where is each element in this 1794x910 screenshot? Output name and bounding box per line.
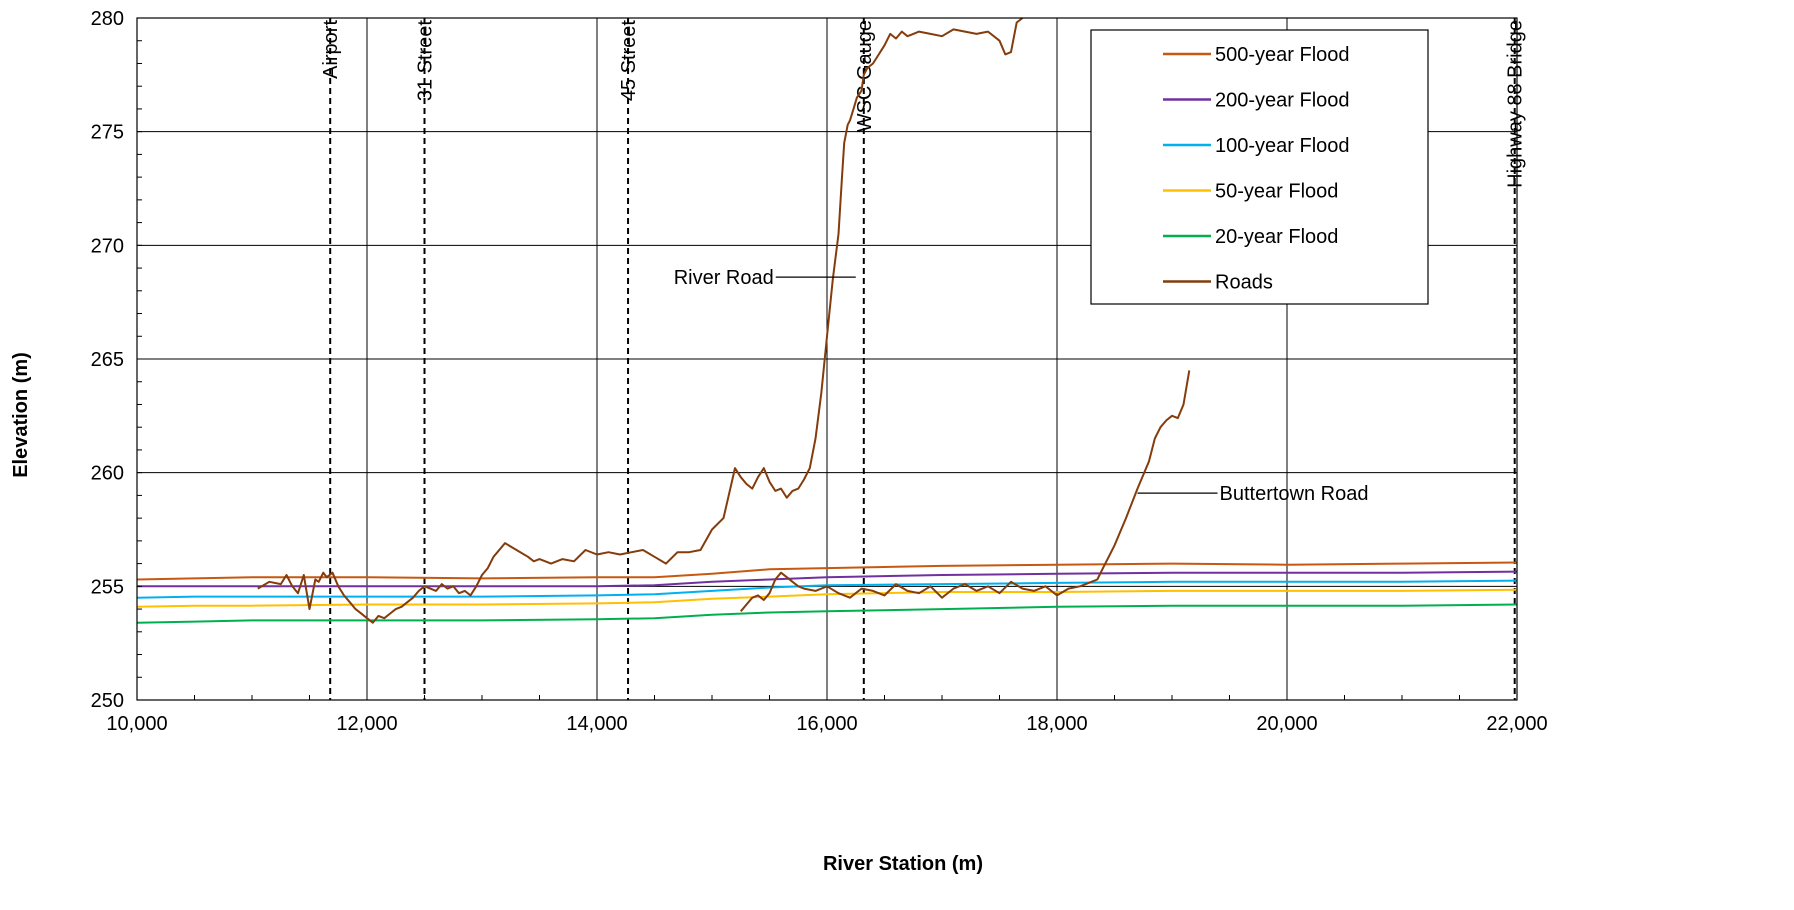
legend: 500-year Flood 200-year Flood 100-year Flo… bbox=[1090, 29, 1429, 305]
x-tick-label: 20,000 bbox=[1256, 713, 1317, 735]
series-lines bbox=[136, 17, 1518, 624]
marker-label: Highway 88 Bridge bbox=[1505, 20, 1527, 188]
x-tick-label: 14,000 bbox=[566, 713, 627, 735]
flood-line bbox=[136, 579, 1518, 599]
marker-label: WSC Gauge bbox=[854, 20, 876, 132]
flood-line bbox=[136, 603, 1518, 624]
x-tick-label: 18,000 bbox=[1026, 713, 1087, 735]
legend-label: Roads bbox=[1215, 272, 1273, 294]
legend-label: 200-year Flood bbox=[1215, 90, 1350, 112]
annotation-label: Buttertown Road bbox=[1220, 483, 1369, 505]
roads-line bbox=[740, 370, 1191, 612]
y-tick-label: 265 bbox=[91, 349, 124, 371]
axes: 10,000 12,000 14,000 16,000 18,000 20,000 22,0… bbox=[91, 8, 1548, 735]
y-tick-label: 250 bbox=[91, 690, 124, 712]
plot-frame bbox=[136, 17, 1518, 701]
legend-box bbox=[1090, 29, 1429, 305]
x-tick-label: 22,000 bbox=[1486, 713, 1547, 735]
legend-label: 50-year Flood bbox=[1215, 181, 1338, 203]
annotation-label: River Road bbox=[674, 267, 774, 289]
flood-line bbox=[137, 570, 1518, 588]
y-axis-title: Elevation (m) bbox=[10, 352, 32, 478]
y-tick-label: 280 bbox=[91, 8, 124, 30]
marker-label: 31 Street bbox=[415, 20, 437, 102]
x-axis-title: River Station (m) bbox=[823, 853, 983, 875]
annotations: River Road Buttertown Road bbox=[674, 267, 1369, 505]
x-tick-label: 12,000 bbox=[336, 713, 397, 735]
y-tick-label: 260 bbox=[91, 463, 124, 485]
y-tick-label: 270 bbox=[91, 235, 124, 257]
x-tick-label: 10,000 bbox=[106, 713, 167, 735]
location-markers: Airport 31 Street 45 Street WSC Gauge Highwa… bbox=[320, 18, 1527, 700]
marker-label: Airport bbox=[320, 20, 342, 79]
legend-label: 500-year Flood bbox=[1215, 44, 1350, 66]
y-tick-label: 255 bbox=[91, 576, 124, 598]
y-tick-label: 275 bbox=[91, 122, 124, 144]
x-tick-label: 16,000 bbox=[796, 713, 857, 735]
legend-label: 100-year Flood bbox=[1215, 135, 1350, 157]
legend-label: 20-year Flood bbox=[1215, 226, 1338, 248]
flood-line bbox=[136, 561, 1518, 581]
roads-line bbox=[257, 17, 1024, 624]
marker-label: 45 Street bbox=[618, 20, 640, 102]
